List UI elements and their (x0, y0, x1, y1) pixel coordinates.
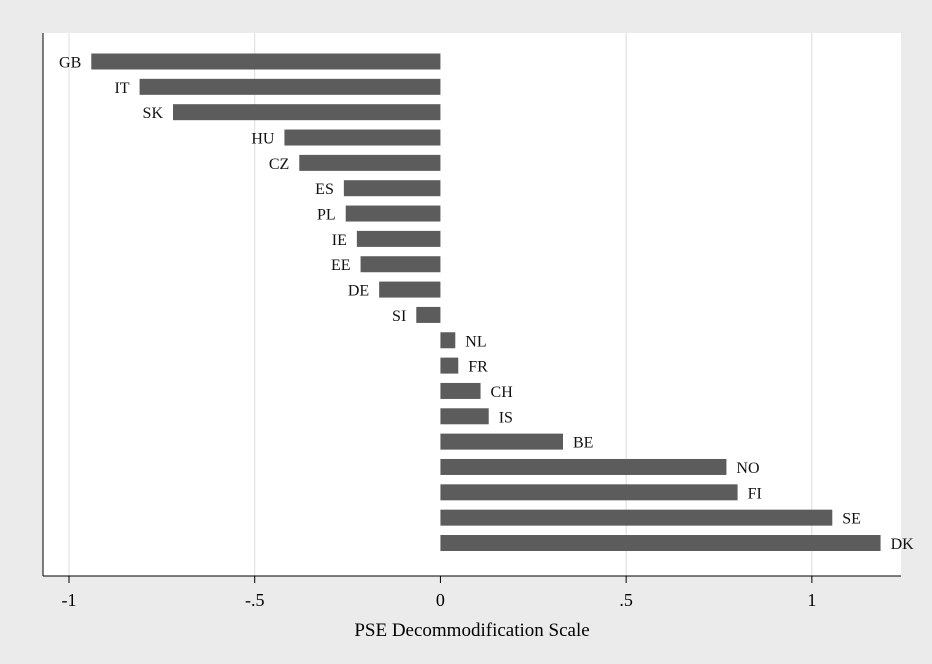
bar-de (379, 281, 441, 298)
bar-label-de: DE (348, 283, 369, 300)
bar-label-be: BE (573, 435, 593, 452)
bar-label-fr: FR (468, 359, 488, 376)
bar-label-si: SI (392, 308, 406, 325)
bar-fr (440, 357, 459, 374)
x-tick-label: 1 (807, 590, 816, 610)
bar-ch (440, 382, 481, 399)
bar-label-ch: CH (491, 384, 514, 401)
bar-es (343, 180, 441, 197)
bar-label-ee: EE (331, 257, 351, 274)
bar-be (440, 433, 563, 450)
bar-si (416, 306, 441, 323)
x-axis-title: PSE Decommodification Scale (354, 620, 589, 641)
bar-label-it: IT (114, 80, 129, 97)
bar-label-hu: HU (251, 131, 275, 148)
bar-se (440, 509, 833, 526)
x-tick-label: -1 (62, 590, 77, 610)
bar-ie (356, 230, 441, 247)
bar-label-sk: SK (143, 105, 164, 122)
bar-hu (284, 129, 441, 146)
bar-label-pl: PL (317, 207, 336, 224)
bar-cz (299, 154, 441, 171)
bar-label-dk: DK (891, 536, 915, 553)
x-axis-ticks: -1 -.5 0 .5 1 (62, 576, 816, 610)
bar-ee (360, 256, 441, 273)
bar-is (440, 408, 489, 425)
bar-gb (91, 53, 441, 70)
bar-dk (440, 535, 881, 551)
x-tick-label: 0 (436, 590, 445, 610)
bar-sk (173, 104, 441, 121)
bar-label-ie: IE (332, 232, 347, 249)
bar-label-es: ES (315, 181, 334, 198)
bar-label-nl: NL (465, 333, 486, 350)
bar-label-fi: FI (748, 485, 762, 502)
bar-nl (440, 332, 456, 349)
bar-no (440, 458, 727, 475)
bar-label-gb: GB (59, 55, 81, 72)
bar-label-no: NO (736, 460, 759, 477)
bar-label-se: SE (842, 511, 861, 528)
x-tick-label: .5 (619, 590, 633, 610)
x-tick-label: -.5 (245, 590, 265, 610)
bars (91, 53, 881, 551)
bar-pl (345, 205, 441, 222)
bar-label-cz: CZ (269, 156, 289, 173)
bar-label-is: IS (499, 409, 513, 426)
bar-fi (440, 484, 738, 501)
bar-it (139, 78, 441, 95)
